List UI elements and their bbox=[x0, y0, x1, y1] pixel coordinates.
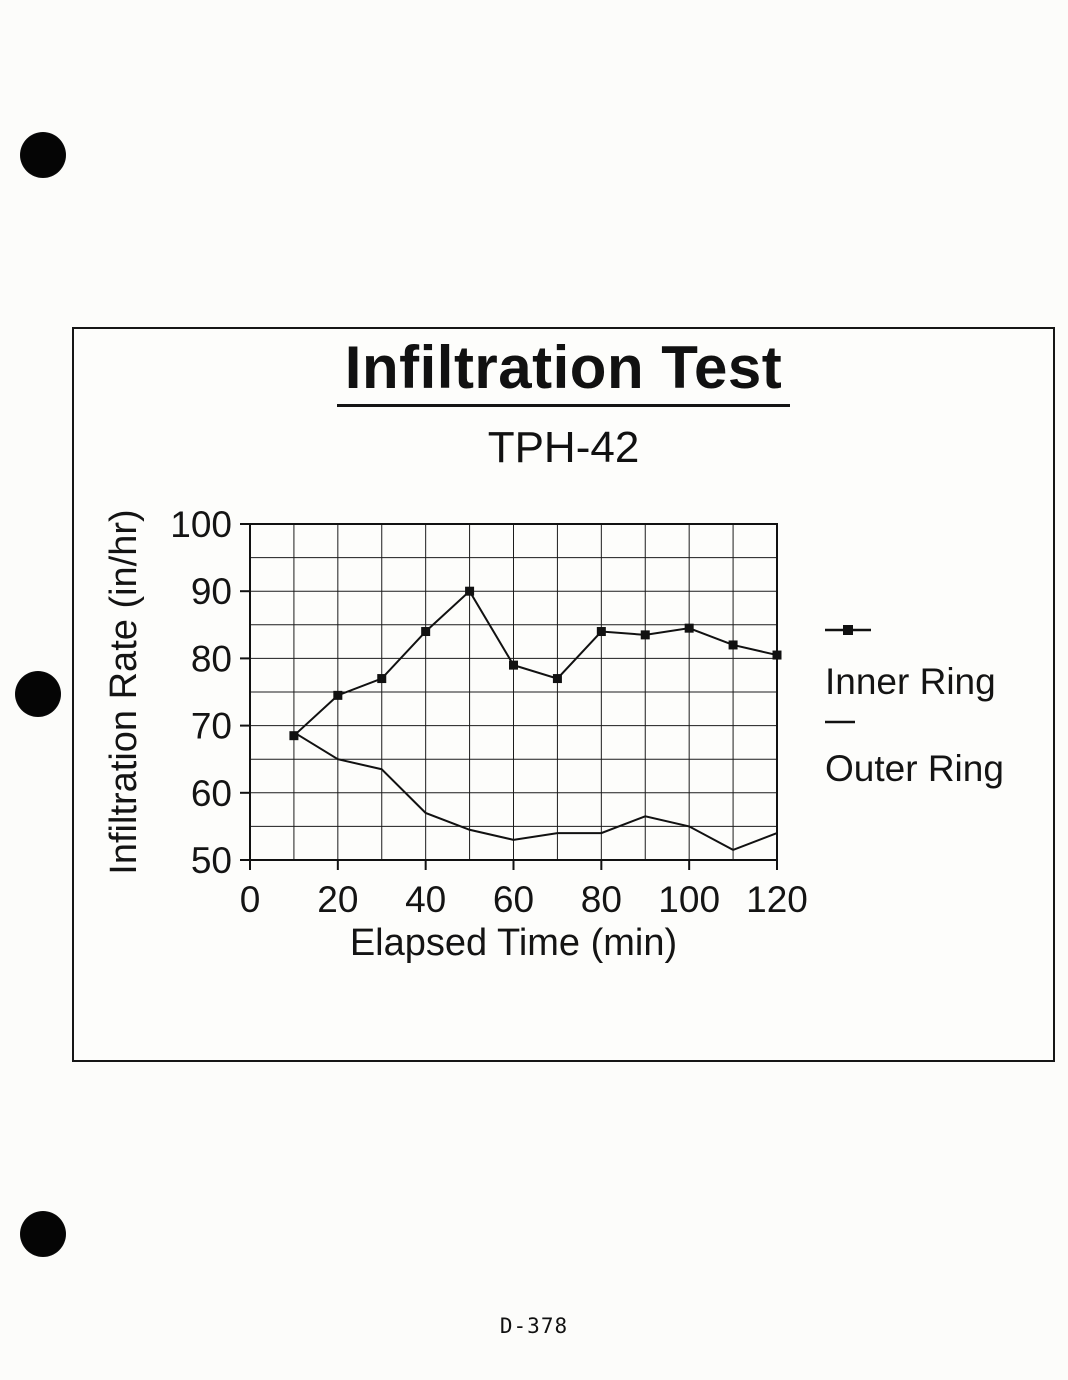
svg-text:120: 120 bbox=[746, 879, 808, 920]
svg-text:0: 0 bbox=[240, 879, 261, 920]
svg-text:40: 40 bbox=[405, 879, 446, 920]
svg-text:80: 80 bbox=[191, 638, 232, 679]
svg-text:20: 20 bbox=[317, 879, 358, 920]
chart-title: Infiltration Test bbox=[74, 333, 1053, 407]
hole-punch-middle bbox=[16, 672, 60, 716]
svg-text:50: 50 bbox=[191, 840, 232, 881]
svg-text:70: 70 bbox=[191, 706, 232, 747]
chart-title-text: Infiltration Test bbox=[336, 333, 791, 407]
svg-text:Infiltration Rate (in/hr): Infiltration Rate (in/hr) bbox=[103, 509, 145, 874]
svg-text:Outer Ring: Outer Ring bbox=[825, 748, 1004, 789]
svg-text:60: 60 bbox=[191, 773, 232, 814]
svg-text:90: 90 bbox=[191, 571, 232, 612]
hole-punch-bottom bbox=[21, 1212, 65, 1256]
hole-punch-top bbox=[21, 133, 65, 177]
chart-subtitle: TPH-42 bbox=[487, 423, 640, 472]
svg-text:100: 100 bbox=[170, 504, 232, 545]
svg-text:60: 60 bbox=[493, 879, 534, 920]
svg-text:100: 100 bbox=[658, 879, 720, 920]
chart-frame: Infiltration Test TPH-42 0 20 40 60 80 100 120… bbox=[72, 327, 1055, 1062]
svg-text:Inner Ring: Inner Ring bbox=[825, 661, 996, 702]
svg-text:80: 80 bbox=[581, 879, 622, 920]
page-number: D-378 bbox=[499, 1314, 569, 1338]
svg-text:Elapsed Time (min): Elapsed Time (min) bbox=[350, 922, 677, 964]
